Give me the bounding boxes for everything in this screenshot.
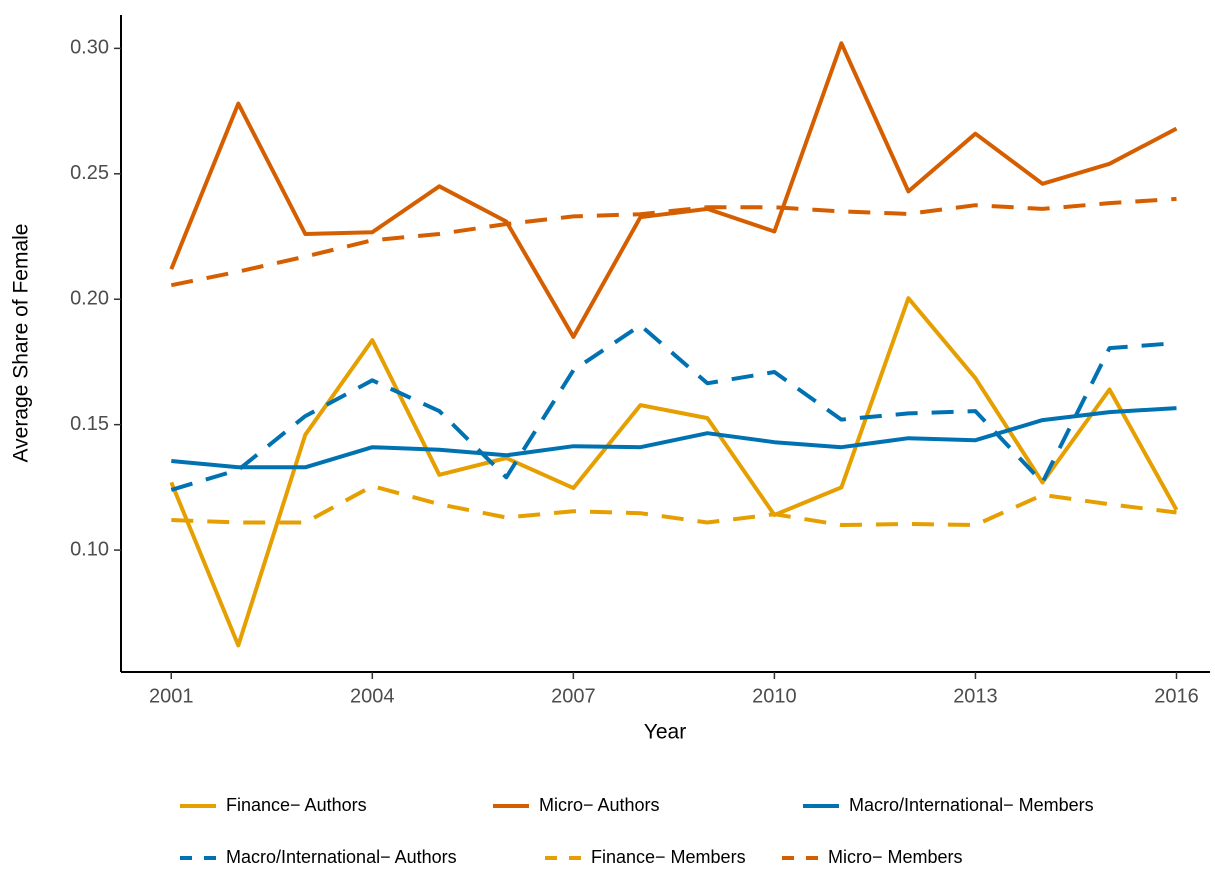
x-tick-label: 2001 <box>149 685 194 707</box>
legend-label: Finance− Authors <box>226 795 367 815</box>
x-tick-label: 2013 <box>953 685 998 707</box>
y-tick-label: 0.10 <box>70 538 109 560</box>
x-axis-title: Year <box>644 721 686 744</box>
x-tick-label: 2007 <box>551 685 596 707</box>
legend-label: Finance− Members <box>591 847 746 867</box>
x-tick-label: 2010 <box>752 685 797 707</box>
x-tick-label: 2004 <box>350 685 395 707</box>
series-line <box>171 406 1177 470</box>
series-line <box>170 323 1177 492</box>
legend-label: Macro/International− Members <box>849 795 1094 815</box>
series-line <box>169 41 1178 339</box>
legend-label: Micro− Members <box>828 847 963 867</box>
y-tick-label: 0.25 <box>70 162 109 184</box>
y-tick-label: 0.20 <box>70 288 109 310</box>
y-axis-title: Average Share of Female <box>10 224 33 463</box>
series-line <box>170 196 1177 288</box>
series-line <box>169 296 1179 648</box>
legend-label: Macro/International− Authors <box>226 847 457 867</box>
legend-label: Micro− Authors <box>539 795 660 815</box>
x-tick-label: 2016 <box>1154 685 1199 707</box>
y-tick-label: 0.30 <box>70 37 109 59</box>
y-tick-label: 0.15 <box>70 413 109 435</box>
series-line <box>171 484 1177 527</box>
